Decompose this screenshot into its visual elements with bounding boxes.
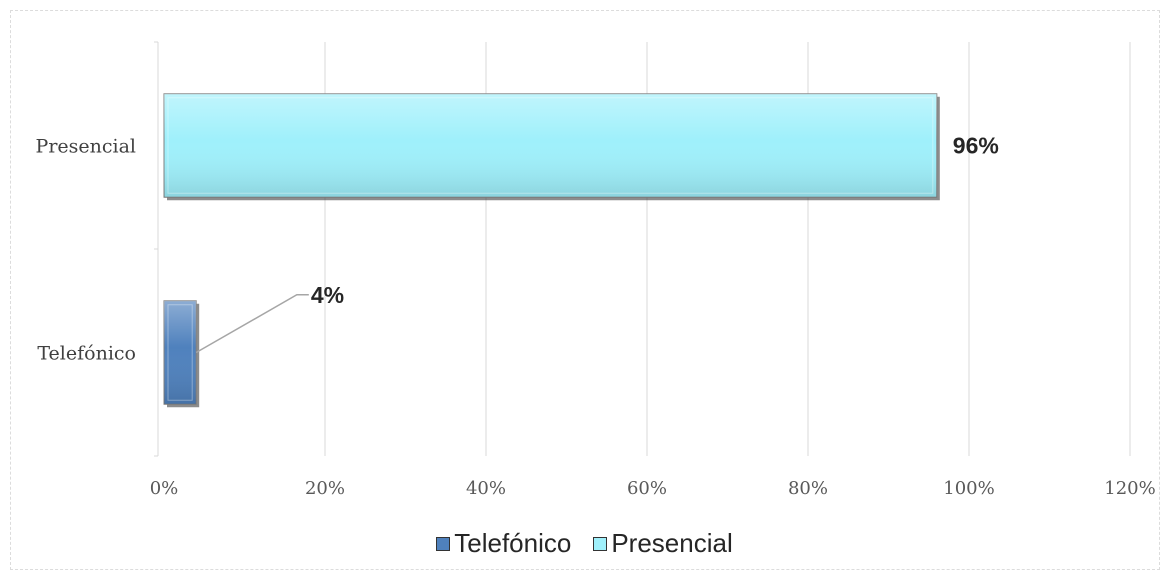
legend-label-telefonico: Telefónico xyxy=(454,528,572,558)
bars xyxy=(163,93,940,408)
category-label: Presencial xyxy=(36,136,136,158)
x-tick-label: 80% xyxy=(788,478,828,499)
bar-presencial xyxy=(163,93,940,201)
category-axis xyxy=(154,41,159,457)
x-tick-label: 20% xyxy=(305,478,345,499)
legend-item-telefonico: Telefónico xyxy=(436,528,571,559)
x-tick-label: 40% xyxy=(466,478,506,499)
x-tick-label: 100% xyxy=(943,478,994,499)
x-tick-label: 60% xyxy=(627,478,667,499)
legend-swatch-presencial xyxy=(593,536,608,551)
data-label-leader-line xyxy=(195,294,309,354)
legend-item-presencial: Presencial xyxy=(593,528,733,559)
bar-telefonico xyxy=(163,300,200,408)
data-label: 4% xyxy=(311,282,344,308)
x-tick-label: 0% xyxy=(150,478,179,499)
legend-label-presencial: Presencial xyxy=(611,528,733,558)
data-label: 96% xyxy=(953,133,999,159)
data-labels: 4% 96% xyxy=(195,133,999,354)
category-labels: Telefónico Presencial xyxy=(36,136,136,365)
x-tick-labels: 0% 20% 40% 60% 80% 100% 120% xyxy=(150,478,1156,499)
legend: Telefónico Presencial xyxy=(0,528,1169,559)
bar-chart: Telefónico Presencial 4% 96% 0% 20% 40% 60% 80… xyxy=(36,41,1156,499)
x-tick-label: 120% xyxy=(1104,478,1155,499)
legend-swatch-telefonico xyxy=(436,536,451,551)
category-label: Telefónico xyxy=(37,343,136,365)
